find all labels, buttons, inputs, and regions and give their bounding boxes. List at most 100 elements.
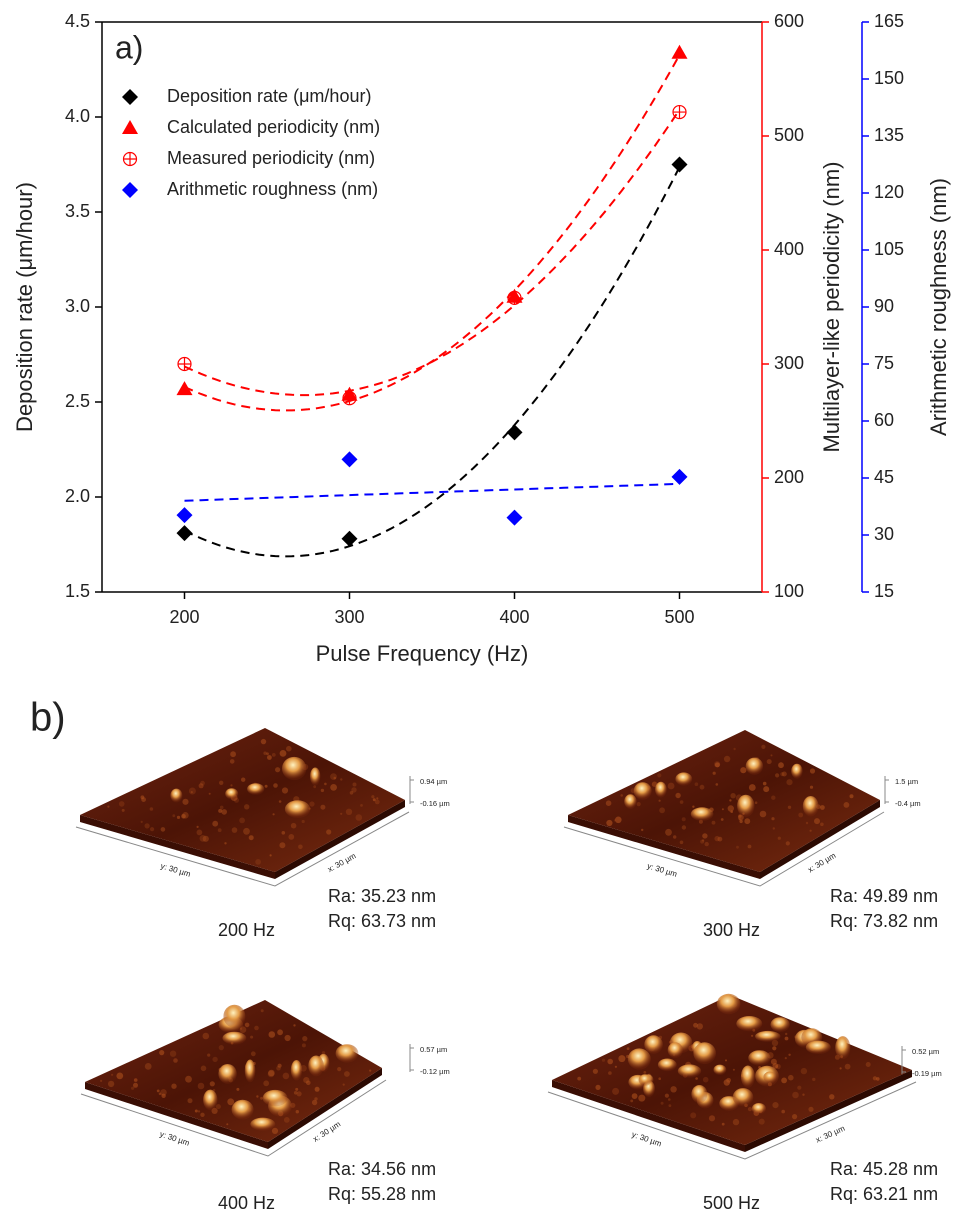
afm-rq: Rq: 55.28 nm: [328, 1184, 436, 1204]
x-tick-label: 300: [334, 607, 364, 627]
afm-texture: [282, 1072, 290, 1080]
afm-texture: [281, 831, 286, 835]
afm-texture: [295, 1110, 299, 1114]
afm-peak: [203, 1089, 218, 1111]
afm-texture: [345, 808, 353, 815]
afm-texture: [613, 819, 617, 822]
afm-image: y: 30 µm x: 30 µm 0.94 µm -0.16 µm Ra: 35.23…: [75, 728, 450, 940]
marker: [671, 44, 688, 59]
marker: [122, 151, 138, 167]
afm-peak: [667, 1042, 683, 1058]
afm-y-axis-label: y: 30 µm: [159, 1130, 191, 1148]
afm-peak: [755, 1030, 781, 1042]
afm-texture: [306, 1080, 311, 1086]
afm-texture: [226, 1123, 229, 1126]
afm-peak: [222, 1031, 247, 1045]
afm-texture: [636, 802, 641, 807]
afm-texture: [219, 805, 224, 810]
afm-texture: [712, 771, 716, 775]
afm-texture: [236, 1087, 240, 1091]
afm-texture: [194, 1109, 198, 1113]
y2-tick-label: 200: [774, 467, 804, 487]
afm-texture: [314, 1097, 318, 1101]
afm-peak: [675, 772, 693, 786]
afm-texture: [740, 767, 747, 774]
afm-texture: [772, 827, 775, 830]
afm-texture: [284, 1034, 291, 1042]
afm-texture: [263, 1080, 270, 1087]
afm-texture: [230, 784, 233, 787]
afm-texture: [751, 1034, 754, 1037]
afm-texture: [747, 844, 752, 849]
afm-texture: [771, 795, 776, 800]
afm-peak: [282, 756, 307, 781]
y-tick-label: 3.5: [65, 201, 90, 221]
afm-texture: [264, 784, 268, 788]
afm-texture: [324, 782, 327, 786]
afm-peak: [284, 800, 311, 818]
afm-texture: [762, 781, 767, 786]
afm-texture: [763, 786, 770, 793]
afm-texture: [172, 814, 176, 818]
y-tick-label: 4.5: [65, 11, 90, 31]
afm-texture: [271, 753, 276, 757]
afm-texture: [820, 805, 825, 810]
afm-texture: [330, 784, 337, 791]
y-tick-label: 4.0: [65, 106, 90, 126]
afm-texture: [701, 839, 705, 842]
afm-texture: [176, 815, 181, 820]
afm-texture: [800, 1067, 808, 1075]
afm-texture: [121, 808, 125, 812]
afm-texture: [271, 1127, 279, 1134]
afm-texture: [330, 773, 337, 780]
afm-texture: [702, 1076, 709, 1083]
afm-texture: [809, 785, 814, 789]
marker: [341, 530, 358, 547]
afm-texture: [781, 771, 787, 777]
afm-texture: [244, 1022, 250, 1028]
afm-texture: [303, 1077, 310, 1084]
afm-peak: [736, 1016, 763, 1032]
afm-texture: [293, 1024, 296, 1027]
afm-texture: [704, 841, 709, 847]
y-tick-label: 2.5: [65, 391, 90, 411]
afm-peak: [805, 1040, 831, 1055]
afm-texture: [321, 1051, 326, 1055]
afm-axis: [80, 1079, 387, 1157]
afm-texture: [263, 751, 267, 755]
marker-shape: [343, 391, 356, 405]
afm-texture: [231, 827, 238, 833]
x-tick-label: 500: [664, 607, 694, 627]
afm-texture: [298, 844, 303, 850]
afm-texture: [229, 759, 235, 764]
afm-texture: [144, 823, 150, 829]
panel-label: a): [115, 29, 143, 65]
afm-texture: [658, 799, 661, 802]
afm-texture: [607, 1058, 613, 1065]
afm-y-axis-label: y: 30 µm: [160, 861, 192, 878]
afm-texture: [664, 1093, 670, 1098]
y-tick-label: 3.0: [65, 296, 90, 316]
afm-texture: [738, 814, 744, 821]
afm-texture: [243, 827, 250, 835]
afm-texture: [651, 781, 658, 787]
afm-peak: [231, 1099, 254, 1120]
afm-side: [268, 1068, 382, 1149]
afm-texture: [608, 1071, 612, 1075]
afm-texture: [788, 1053, 791, 1057]
afm-texture: [275, 767, 281, 773]
afm-peak: [335, 1044, 359, 1063]
marker-shape: [508, 291, 521, 305]
y2-tick-label: 600: [774, 11, 804, 31]
afm-texture: [844, 1063, 851, 1070]
afm-texture: [772, 1102, 779, 1109]
panel-label: b): [30, 696, 66, 740]
afm-texture: [234, 797, 239, 803]
afm-peak: [633, 782, 652, 800]
afm-texture: [248, 835, 254, 841]
afm-frequency: 300 Hz: [703, 920, 760, 940]
afm-peak: [791, 763, 803, 779]
afm-texture: [829, 1094, 835, 1100]
afm-peak: [638, 1074, 652, 1086]
y2-axis-label: Multilayer-like periodicity (nm): [819, 162, 844, 453]
